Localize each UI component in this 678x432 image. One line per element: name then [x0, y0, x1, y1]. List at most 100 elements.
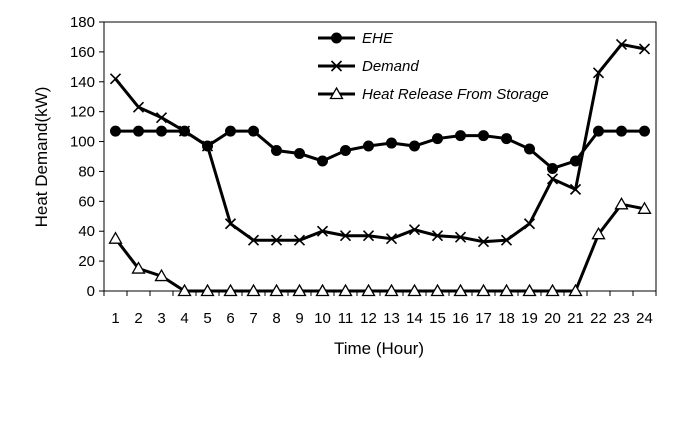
y-tick-label: 120 — [70, 104, 95, 121]
data-point — [639, 125, 650, 137]
data-point — [408, 224, 421, 236]
y-tick-label: 140 — [70, 74, 95, 91]
data-point — [500, 234, 513, 246]
x-tick-label: 14 — [406, 310, 423, 327]
data-point — [478, 130, 489, 142]
series-layer — [108, 38, 652, 297]
x-tick-label: 22 — [590, 310, 607, 327]
data-point — [409, 140, 420, 152]
y-tick-label: 100 — [70, 134, 95, 151]
data-point — [133, 125, 144, 137]
data-point — [246, 283, 261, 297]
data-point — [156, 125, 167, 137]
data-point — [224, 218, 237, 230]
data-point — [570, 155, 581, 167]
data-point — [155, 112, 168, 124]
data-point — [524, 143, 535, 155]
y-tick-label: 40 — [78, 223, 95, 240]
data-point — [569, 183, 582, 195]
data-point — [131, 261, 146, 274]
x-tick-label: 9 — [295, 310, 303, 327]
data-point — [270, 234, 283, 246]
data-point — [430, 283, 445, 297]
legend: EHE Demand Heat Release From Storage — [318, 30, 549, 103]
data-point — [455, 130, 466, 142]
y-tick-label: 0 — [87, 283, 95, 300]
data-point — [476, 283, 491, 297]
y-tick-label: 20 — [78, 253, 95, 270]
x-tick-label: 17 — [475, 310, 492, 327]
data-point — [132, 101, 145, 113]
data-point — [225, 125, 236, 137]
data-point — [453, 283, 468, 297]
data-point — [269, 283, 284, 297]
data-point — [522, 283, 537, 297]
data-point — [547, 162, 558, 174]
data-point — [178, 125, 191, 137]
data-point — [201, 140, 214, 152]
data-point — [614, 197, 629, 210]
data-point — [431, 230, 444, 242]
data-point — [292, 283, 307, 297]
data-point — [361, 283, 376, 297]
legend-label: Heat Release From Storage — [362, 86, 549, 103]
legend-label: Demand — [362, 58, 419, 75]
data-point — [200, 283, 215, 297]
data-point — [545, 283, 560, 297]
data-point — [248, 125, 259, 137]
data-point — [315, 283, 330, 297]
data-point — [362, 230, 375, 242]
data-point — [317, 155, 328, 167]
data-point — [568, 283, 583, 297]
data-point — [154, 268, 169, 282]
data-point — [432, 133, 443, 145]
x-tick-label: 7 — [249, 310, 257, 327]
data-point — [592, 67, 605, 79]
data-point — [407, 283, 422, 297]
series-2 — [108, 197, 652, 297]
legend-item: Demand — [318, 58, 419, 75]
x-tick-label: 4 — [180, 310, 188, 327]
legend-label: EHE — [362, 30, 394, 47]
data-point — [316, 225, 329, 237]
data-point — [385, 233, 398, 245]
data-point — [108, 231, 123, 244]
x-tick-label: 20 — [544, 310, 561, 327]
data-point — [223, 283, 238, 297]
data-point — [340, 145, 351, 157]
y-tick-label: 180 — [70, 14, 95, 31]
x-tick-label: 11 — [338, 310, 354, 327]
legend-item: EHE — [318, 30, 394, 47]
series-1 — [109, 38, 651, 248]
legend-item: Heat Release From Storage — [318, 86, 549, 103]
x-tick-label: 6 — [226, 310, 234, 327]
data-point — [293, 234, 306, 246]
y-tick-label: 80 — [78, 163, 95, 180]
data-point — [637, 201, 652, 214]
data-point — [247, 234, 260, 246]
data-point — [591, 226, 606, 240]
x-tick-label: 1 — [111, 310, 119, 327]
y-axis-title: Heat Demand(kW) — [32, 87, 51, 228]
data-point — [386, 137, 397, 149]
x-tick-label: 18 — [498, 310, 515, 327]
data-point — [454, 231, 467, 243]
y-axis-ticks: 0 20 40 60 80 100 120 140 160 180 — [70, 14, 104, 300]
x-tick-label: 8 — [272, 310, 280, 327]
data-point — [294, 148, 305, 160]
data-point — [477, 236, 490, 248]
series-line — [114, 42, 645, 244]
legend-marker — [331, 32, 342, 44]
series-0 — [110, 125, 650, 174]
x-axis-title: Time (Hour) — [334, 339, 424, 358]
data-point — [523, 218, 536, 230]
data-point — [616, 125, 627, 137]
x-tick-label: 2 — [134, 310, 142, 327]
data-point — [546, 173, 559, 185]
x-tick-label: 5 — [203, 310, 211, 327]
y-tick-label: 160 — [70, 44, 95, 61]
x-tick-label: 10 — [314, 310, 331, 327]
data-point — [593, 125, 604, 137]
x-tick-label: 15 — [429, 310, 446, 327]
data-point — [384, 283, 399, 297]
